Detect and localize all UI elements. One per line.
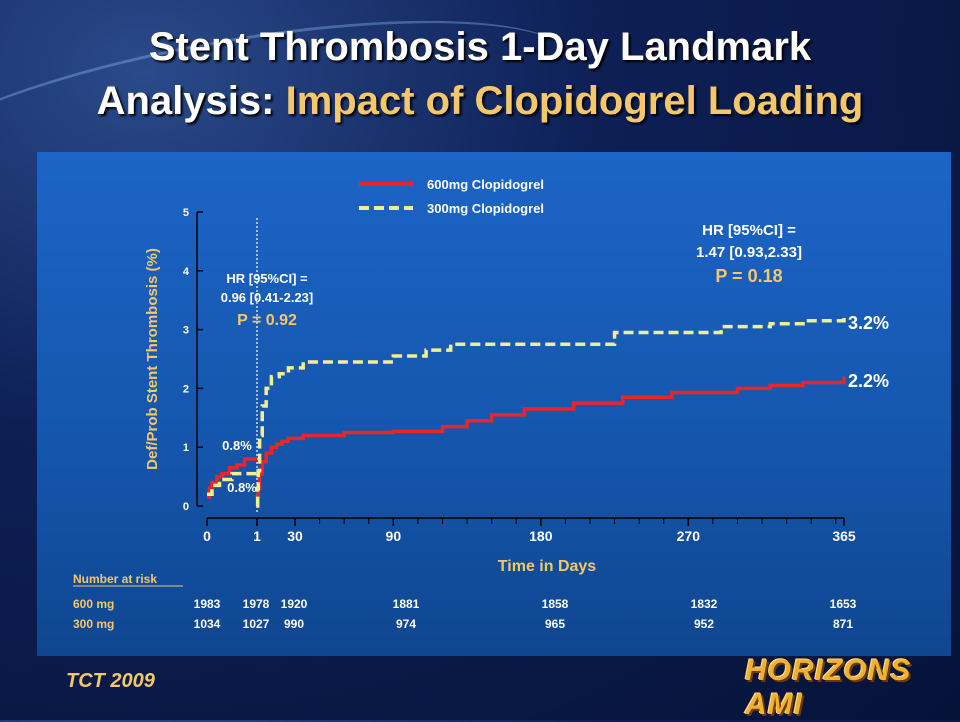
x-tick-label-90: 90	[386, 528, 402, 544]
risk-row-label-0: 600 mg	[73, 597, 114, 611]
late-hr-line1: HR [95%CI] =	[702, 222, 796, 239]
x-tick-label-180: 180	[529, 528, 553, 544]
risk-cell: 990	[284, 617, 304, 631]
title-line1-text: Stent Thrombosis 1-Day Landmark	[148, 25, 812, 69]
km-chart: 0 1 2 3 4 5 Def/Prob Stent Thrombosis (%) 0 1 30 9…	[73, 177, 889, 631]
series-300mg-segment2	[255, 317, 846, 508]
series-600mg-segment2	[255, 376, 846, 508]
legend-label-0: 600mg Clopidogrel	[427, 177, 544, 192]
slide-title-line2: Analysis: Impact of Clopidogrel Loading	[0, 76, 960, 126]
late-p-value: P = 0.18	[715, 266, 782, 286]
x-tick-label-270: 270	[677, 528, 701, 544]
x-tick-label-30: 30	[287, 528, 303, 544]
early-300mg-rate: 0.8%	[227, 480, 257, 495]
risk-cell: 1832	[691, 597, 718, 611]
chart-panel: 0 1 2 3 4 5 Def/Prob Stent Thrombosis (%) 0 1 30 9…	[37, 152, 951, 656]
y-tick-label-4: 4	[183, 266, 190, 278]
early-600mg-rate: 0.8%	[222, 438, 252, 453]
risk-row-label-1: 300 mg	[73, 617, 114, 631]
y-axis-label: Def/Prob Stent Thrombosis (%)	[144, 248, 161, 470]
series-300mg-segment1	[207, 470, 259, 496]
risk-cell: 1920	[281, 597, 308, 611]
risk-cell: 1034	[194, 617, 221, 631]
slide-title-line1: Stent Thrombosis 1-Day Landmark	[0, 22, 960, 72]
series-600mg-segment1	[207, 457, 257, 499]
title-line2-prefix: Analysis:	[96, 79, 286, 123]
x-axis-label: Time in Days	[498, 558, 597, 575]
horizons-ami-logo: HORIZONS AMI	[745, 654, 912, 721]
x-tick-label-0: 0	[203, 528, 211, 544]
risk-cell: 871	[833, 617, 853, 631]
risk-cell: 965	[545, 617, 565, 631]
risk-cell: 1858	[542, 597, 569, 611]
early-p-value: P = 0.92	[237, 312, 297, 329]
y-tick-label-2: 2	[183, 383, 189, 395]
end-600mg-rate: 2.2%	[848, 371, 889, 391]
risk-cell: 1653	[830, 597, 857, 611]
x-tick-label-1: 1	[253, 528, 261, 544]
y-tick-label-0: 0	[183, 501, 189, 513]
late-hr-line2: 1.47 [0.93,2.33]	[696, 244, 802, 261]
legend-label-1: 300mg Clopidogrel	[427, 201, 544, 216]
risk-cell: 1881	[393, 597, 420, 611]
early-hr-line1: HR [95%CI] =	[226, 271, 308, 286]
risk-cell: 1983	[194, 597, 221, 611]
y-tick-label-5: 5	[183, 207, 189, 219]
conference-label: TCT 2009	[66, 670, 155, 692]
title-line2-accent: Impact of Clopidogrel Loading	[285, 79, 864, 123]
risk-table-title: Number at risk	[73, 572, 157, 586]
risk-cell: 1978	[243, 597, 270, 611]
early-hr-line2: 0.96 [0.41-2.23]	[221, 290, 314, 305]
risk-cell: 974	[396, 617, 416, 631]
y-tick-label-3: 3	[183, 325, 189, 337]
risk-cell: 1027	[243, 617, 270, 631]
end-300mg-rate: 3.2%	[848, 313, 889, 333]
risk-cell: 952	[694, 617, 714, 631]
y-tick-label-1: 1	[183, 442, 189, 454]
x-tick-label-365: 365	[832, 528, 856, 544]
